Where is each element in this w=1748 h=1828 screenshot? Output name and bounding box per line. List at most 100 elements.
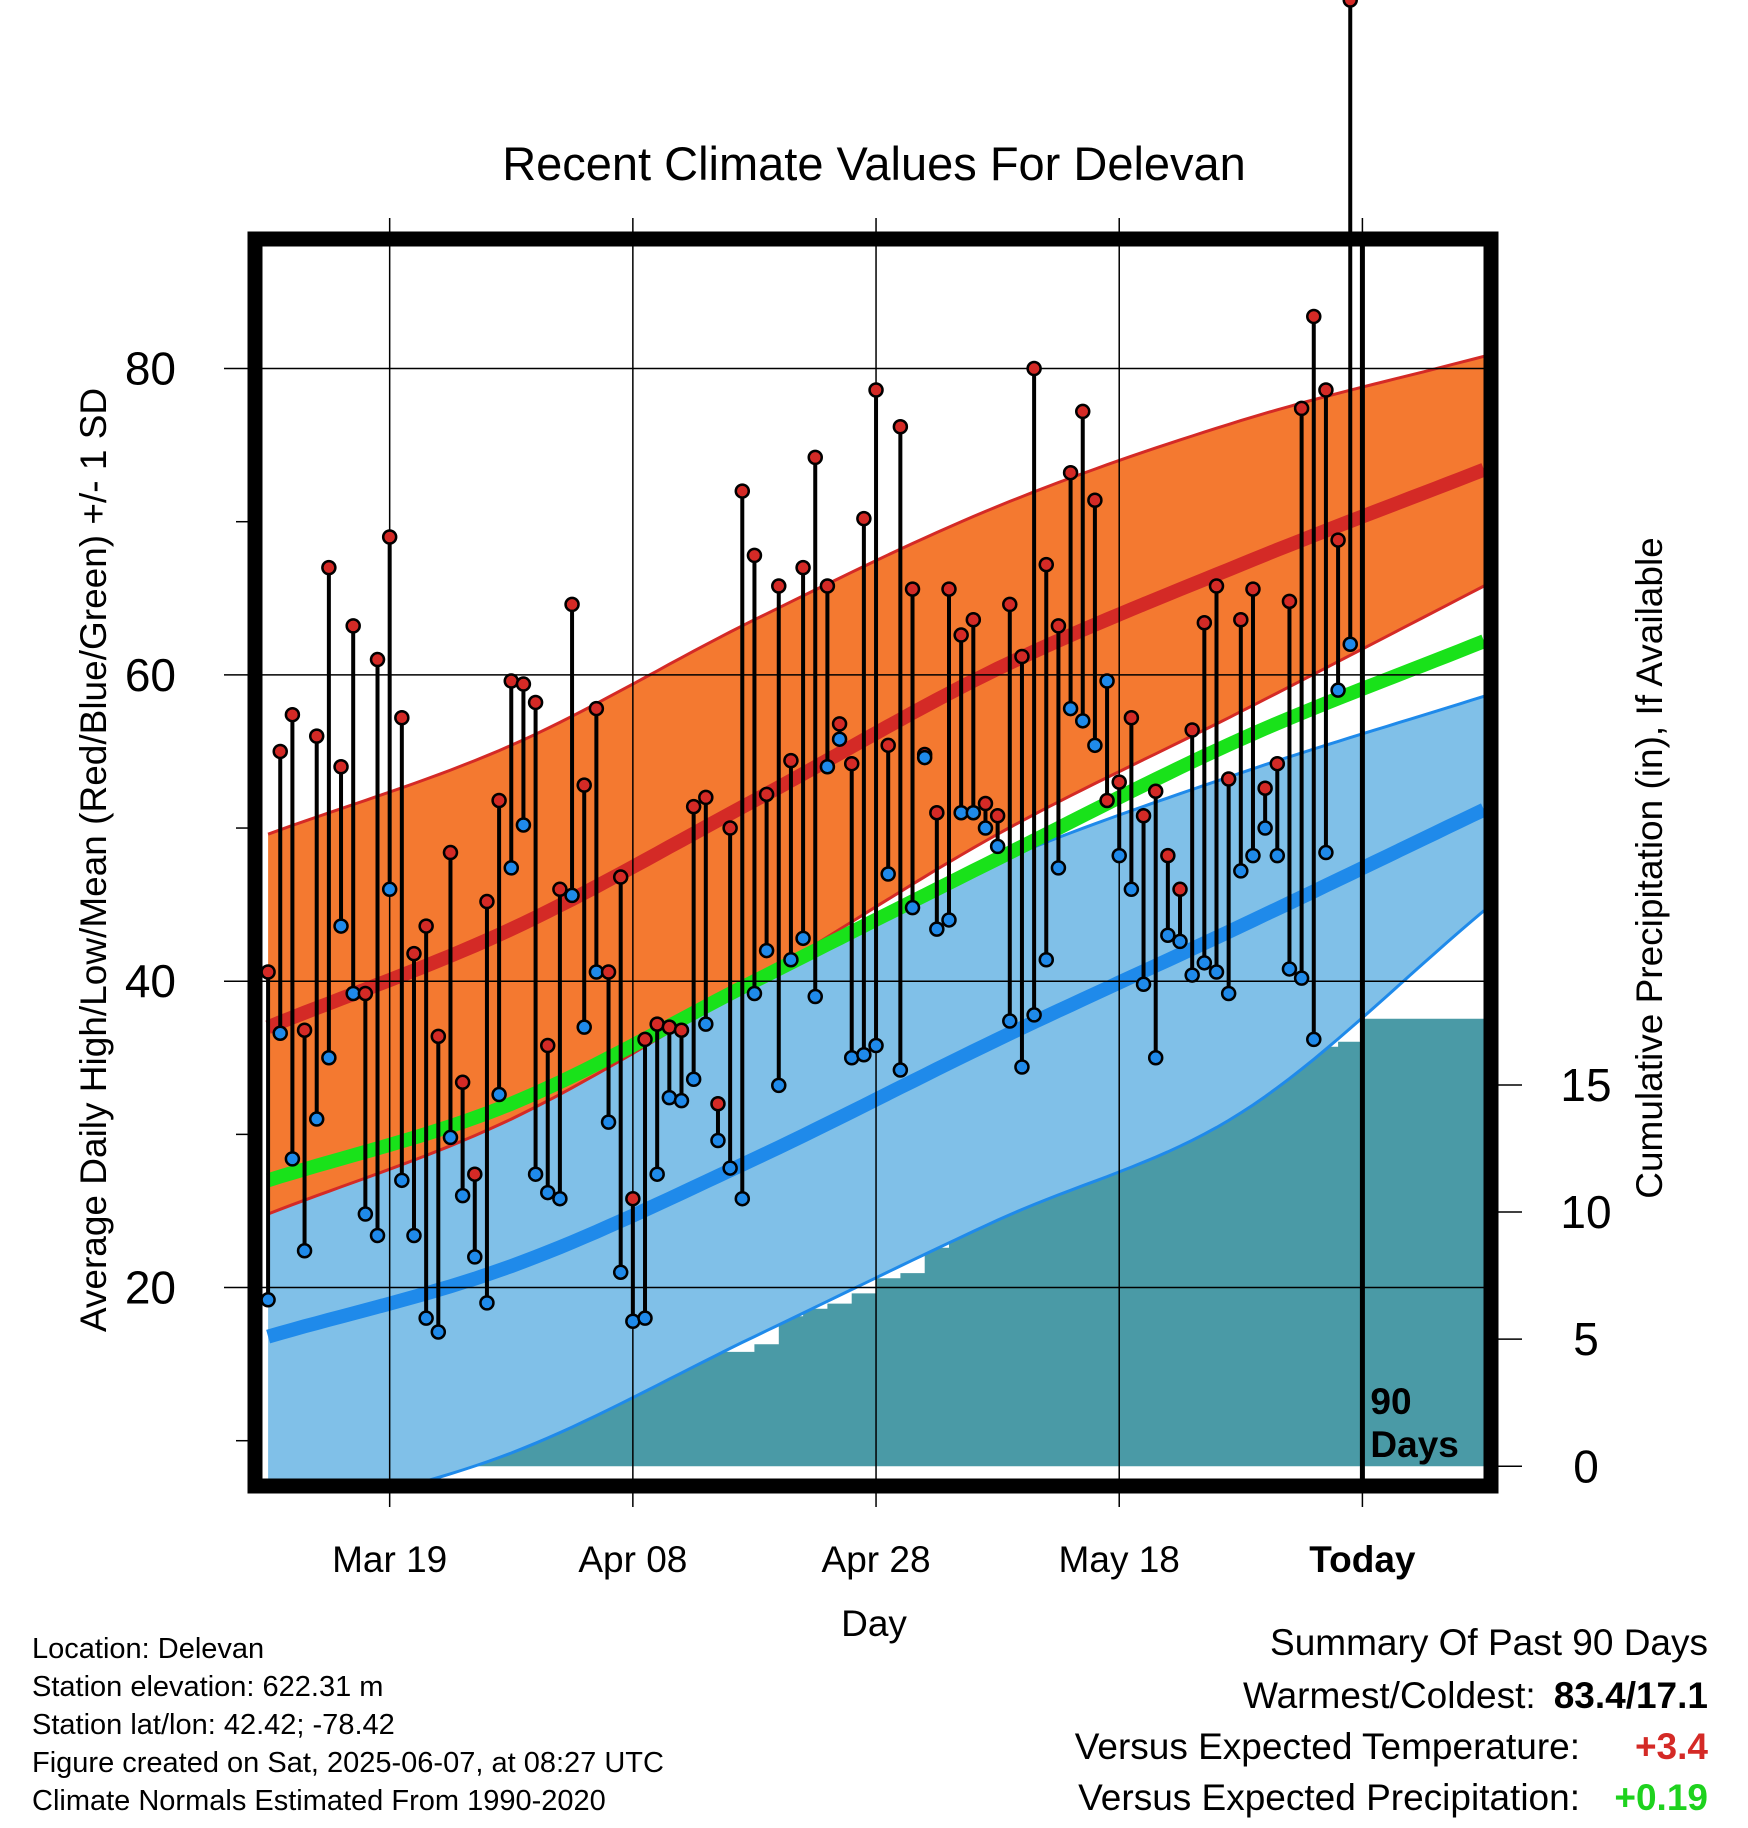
daily-low-point [698, 1016, 714, 1032]
daily-low-point [418, 1310, 434, 1326]
daily-high-point [965, 611, 982, 628]
daily-low-point [1147, 1050, 1164, 1066]
daily-low-point [576, 1019, 592, 1035]
x-tick-label: Today [1309, 1539, 1416, 1580]
y-tick-label: 80 [125, 343, 176, 395]
warmest-label: Warmest/Coldest: [1243, 1675, 1536, 1716]
daily-low-point [454, 1187, 471, 1204]
daily-high-point [1220, 771, 1237, 787]
daily-high-point [1293, 400, 1310, 417]
x-tick-label: Apr 08 [578, 1539, 687, 1580]
daily-low-point [843, 1050, 860, 1066]
daily-high-point [333, 759, 349, 775]
y2-tick-label: 10 [1560, 1186, 1611, 1238]
daily-low-point [539, 1184, 556, 1201]
daily-high-point [503, 673, 520, 689]
daily-high-point [771, 578, 787, 594]
y-tick-label: 20 [125, 1262, 176, 1314]
daily-low-point [1220, 985, 1237, 1002]
daily-high-point [685, 798, 702, 815]
latlon-text: Station lat/lon: 42.42; -78.42 [32, 1709, 395, 1741]
daily-high-point [284, 706, 301, 723]
daily-high-point [600, 964, 617, 980]
precip-label: Versus Expected Precipitation: [1078, 1777, 1580, 1818]
daily-high-point [880, 737, 896, 754]
chart-title: Recent Climate Values For Delevan [502, 137, 1246, 190]
y2-tick-label: 0 [1573, 1440, 1599, 1492]
daily-high-point [576, 777, 592, 793]
daily-low-point [369, 1227, 386, 1244]
daily-low-point [661, 1089, 678, 1106]
daily-high-point [1160, 847, 1176, 864]
daily-high-point [1087, 492, 1103, 509]
today-line-label: Days [1370, 1424, 1458, 1465]
daily-high-point [515, 676, 532, 692]
daily-low-point [783, 952, 799, 968]
daily-low-point [284, 1151, 301, 1167]
daily-low-point [1245, 847, 1261, 864]
summary-temp-row: Versus Expected Temperature: +3.4 [1075, 1726, 1708, 1768]
daily-high-point [746, 547, 763, 564]
daily-low-point [831, 731, 848, 747]
daily-low-point [1318, 844, 1334, 861]
today-line-label: 90 [1370, 1381, 1411, 1422]
daily-high-point [710, 1095, 726, 1112]
daily-low-point [710, 1132, 726, 1149]
daily-low-point [527, 1166, 544, 1182]
y2-tick-label: 15 [1560, 1059, 1611, 1111]
daily-high-point [588, 700, 605, 717]
daily-high-point [1050, 618, 1067, 634]
daily-high-point [1245, 581, 1261, 597]
daily-low-point [1306, 1031, 1322, 1048]
daily-high-point [819, 578, 836, 594]
daily-low-point [1062, 700, 1079, 717]
daily-low-point [503, 860, 520, 876]
temp-label: Versus Expected Temperature: [1074, 1726, 1580, 1767]
daily-low-point [941, 912, 957, 928]
daily-low-point [771, 1077, 787, 1094]
daily-high-point [1318, 382, 1334, 398]
daily-low-point [612, 1264, 629, 1280]
daily-low-point [722, 1160, 738, 1176]
daily-high-point [1172, 881, 1188, 898]
daily-low-point [479, 1295, 495, 1311]
daily-high-point [1233, 611, 1249, 628]
daily-low-point [381, 881, 398, 898]
daily-low-point [394, 1172, 410, 1189]
y-tick-label: 40 [125, 955, 176, 1007]
daily-low-point [673, 1092, 690, 1109]
daily-low-point [734, 1190, 751, 1207]
daily-low-point [637, 1310, 653, 1326]
daily-low-point [1293, 970, 1310, 986]
daily-low-point [296, 1243, 313, 1259]
daily-low-point [916, 749, 933, 766]
daily-high-point [1257, 780, 1273, 796]
daily-low-point [1026, 1007, 1042, 1023]
daily-high-point [1111, 774, 1127, 790]
daily-low-point [1172, 933, 1188, 950]
daily-low-point [321, 1050, 337, 1066]
daily-high-point [564, 596, 580, 613]
daily-low-point [600, 1114, 617, 1130]
daily-low-point [1233, 863, 1249, 879]
daily-high-point [783, 752, 799, 769]
daily-high-point [308, 728, 325, 744]
daily-low-point [308, 1111, 325, 1127]
daily-high-point [1330, 532, 1346, 548]
location-text: Location: Delevan [32, 1633, 265, 1665]
daily-low-point [467, 1249, 483, 1265]
daily-high-point [1196, 615, 1213, 631]
y-axis-label: Average Daily High/Low/Mean (Red/Blue/Gr… [73, 388, 114, 1332]
daily-high-point [1306, 308, 1322, 325]
daily-low-point [977, 820, 994, 836]
daily-low-point [1002, 1013, 1018, 1029]
daily-high-point [272, 743, 288, 760]
daily-low-point [272, 1025, 288, 1042]
daily-high-point [369, 651, 386, 668]
daily-low-point [357, 1206, 374, 1222]
daily-high-point [1099, 792, 1115, 809]
daily-high-point [1002, 596, 1018, 613]
daily-low-point [1208, 964, 1225, 980]
daily-high-point [673, 1022, 690, 1038]
daily-low-point [868, 1037, 884, 1054]
